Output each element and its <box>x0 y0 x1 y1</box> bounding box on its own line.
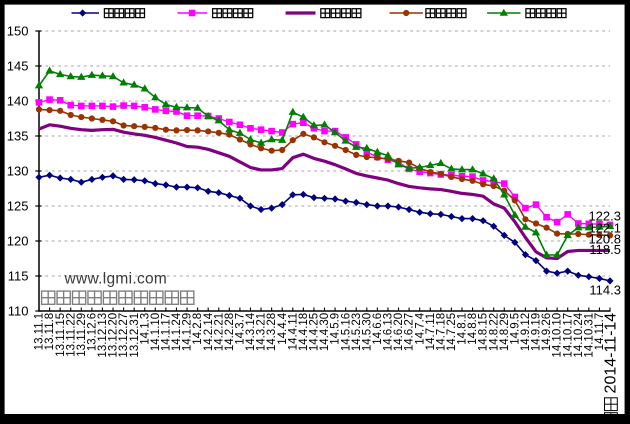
svg-text:125: 125 <box>7 198 29 213</box>
svg-text:14.9.5: 14.9.5 <box>509 313 521 345</box>
svg-text:14.4.4: 14.4.4 <box>277 312 289 345</box>
svg-text:14.3.7: 14.3.7 <box>235 313 247 345</box>
svg-text:14.6.27: 14.6.27 <box>404 313 416 351</box>
svg-text:14.7.11: 14.7.11 <box>425 313 437 351</box>
svg-text:14.1.17: 14.1.17 <box>160 313 172 351</box>
svg-text:14.9.26: 14.9.26 <box>541 313 553 351</box>
svg-text:114.3: 114.3 <box>589 282 621 297</box>
svg-text:14.5.16: 14.5.16 <box>340 313 352 351</box>
svg-text:14.9.19: 14.9.19 <box>531 313 543 351</box>
svg-text:14.4.30: 14.4.30 <box>319 313 331 351</box>
svg-text:14.7.18: 14.7.18 <box>435 313 447 351</box>
svg-text:14.9.12: 14.9.12 <box>520 313 532 351</box>
svg-text:150: 150 <box>7 23 29 38</box>
svg-text:14.2.28: 14.2.28 <box>224 313 236 351</box>
svg-text:110: 110 <box>8 303 29 318</box>
svg-text:13.11.8: 13.11.8 <box>44 313 56 351</box>
svg-text:14.6.6: 14.6.6 <box>372 313 384 345</box>
svg-text:14.2.14: 14.2.14 <box>203 312 215 351</box>
svg-text:140: 140 <box>7 93 29 108</box>
svg-text:14.10.24: 14.10.24 <box>573 312 585 357</box>
svg-text:www.lgmi.com: www.lgmi.com <box>64 271 168 288</box>
svg-text:122.3: 122.3 <box>588 209 621 224</box>
svg-text:120.8: 120.8 <box>588 231 621 246</box>
svg-text:14.8.8: 14.8.8 <box>467 313 479 345</box>
svg-text:14.3.14: 14.3.14 <box>245 312 257 351</box>
svg-text:120: 120 <box>7 233 29 248</box>
svg-text:14.7.25: 14.7.25 <box>446 313 458 351</box>
svg-text:14.8.15: 14.8.15 <box>478 313 490 351</box>
svg-text:14.6.20: 14.6.20 <box>393 313 405 351</box>
svg-text:13.11.29: 13.11.29 <box>76 313 88 357</box>
svg-text:13.12.31: 13.12.31 <box>129 313 141 358</box>
svg-text:14.5.9: 14.5.9 <box>330 313 342 345</box>
svg-text:14.10.10: 14.10.10 <box>552 313 564 358</box>
svg-text:13.12.20: 13.12.20 <box>108 313 120 358</box>
svg-text:118.5: 118.5 <box>589 242 621 257</box>
svg-text:13.12.13: 13.12.13 <box>97 313 109 358</box>
svg-text:122.1: 122.1 <box>588 220 621 235</box>
svg-text:14.6.13: 14.6.13 <box>383 313 395 351</box>
svg-text:14.10.31: 14.10.31 <box>583 313 595 358</box>
svg-text:14.1.10: 14.1.10 <box>150 313 162 351</box>
svg-text:14.8.22: 14.8.22 <box>488 313 500 351</box>
svg-text:115: 115 <box>8 268 29 283</box>
svg-text:14.1.3: 14.1.3 <box>139 313 151 345</box>
svg-text:14.7.4: 14.7.4 <box>414 312 426 345</box>
svg-text:14.1.24: 14.1.24 <box>171 312 183 351</box>
svg-text:14.11.7: 14.11.7 <box>594 313 606 351</box>
svg-text:14.2.21: 14.2.21 <box>213 313 225 351</box>
svg-text:14.10.17: 14.10.17 <box>562 313 574 358</box>
svg-text:13.12.6: 13.12.6 <box>86 313 98 351</box>
svg-text:14.5.23: 14.5.23 <box>351 313 363 351</box>
svg-text:14.5.30: 14.5.30 <box>361 313 373 351</box>
svg-text:14.4.18: 14.4.18 <box>298 313 310 351</box>
svg-text:14.3.28: 14.3.28 <box>266 313 278 351</box>
svg-text:14.3.21: 14.3.21 <box>256 313 268 351</box>
svg-text:13.11.1: 13.11.1 <box>34 313 46 351</box>
svg-text:2014-11-14: 2014-11-14 <box>603 313 620 394</box>
svg-text:13.11.15: 13.11.15 <box>55 313 67 357</box>
svg-text:14.4.11: 14.4.11 <box>287 313 299 351</box>
svg-text:13.11.22: 13.11.22 <box>65 313 77 357</box>
svg-text:14.2.8: 14.2.8 <box>192 313 204 345</box>
svg-text:135: 135 <box>7 128 29 143</box>
svg-text:14.1.29: 14.1.29 <box>182 313 194 351</box>
svg-text:145: 145 <box>7 58 29 73</box>
svg-text:14.8.1: 14.8.1 <box>457 313 469 345</box>
svg-text:14.4.25: 14.4.25 <box>309 313 321 351</box>
svg-text:13.12.27: 13.12.27 <box>118 313 130 358</box>
svg-text:130: 130 <box>7 163 29 178</box>
svg-text:14.8.29: 14.8.29 <box>499 313 511 351</box>
